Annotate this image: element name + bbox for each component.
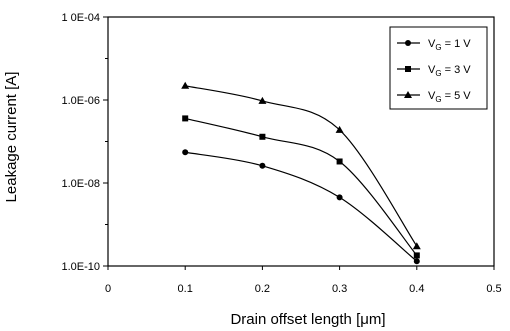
series-line xyxy=(185,151,418,262)
data-point xyxy=(412,242,421,250)
series-line xyxy=(185,117,418,256)
series-line xyxy=(185,85,418,247)
data-point xyxy=(259,133,266,140)
legend-label: VG = 5 V xyxy=(428,90,471,104)
y-axis-ticks: 1.0E-10 1.0E-08 1.0E-06 1 0E-04 xyxy=(61,12,108,273)
legend-marker xyxy=(404,91,412,98)
x-tick-label: 0.1 xyxy=(178,283,193,295)
x-tick-label: 0.2 xyxy=(255,283,270,295)
data-point xyxy=(182,115,189,122)
series-group xyxy=(181,81,421,265)
legend-label: VG = 1 V xyxy=(428,38,471,52)
x-tick-label: 0.3 xyxy=(332,283,347,295)
data-point xyxy=(181,81,190,89)
y-tick-label: 1.0E-06 xyxy=(61,95,100,107)
y-tick-label: 1.0E-08 xyxy=(61,178,100,190)
x-axis-ticks: 0 0.1 0.2 0.3 0.4 0.5 xyxy=(105,266,502,295)
legend-item: VG = 5 V xyxy=(397,90,471,104)
legend: VG = 1 V VG = 3 V VG = 5 V xyxy=(389,26,488,110)
data-point xyxy=(259,162,266,169)
data-point xyxy=(413,258,420,265)
data-point xyxy=(336,158,343,165)
legend-item: VG = 1 V xyxy=(397,38,471,52)
y-tick-label: 1 0E-04 xyxy=(61,12,100,24)
y-axis-title: Leakage current [A] xyxy=(3,72,20,203)
series-2 xyxy=(182,115,420,259)
series-3 xyxy=(181,81,421,250)
data-point xyxy=(182,149,189,156)
x-tick-label: 0.4 xyxy=(409,283,424,295)
legend-item: VG = 3 V xyxy=(397,64,471,78)
legend-label: VG = 3 V xyxy=(428,64,471,78)
x-tick-label: 0.5 xyxy=(486,283,501,295)
x-axis-title: Drain offset length [μm] xyxy=(230,311,385,328)
legend-marker xyxy=(405,40,411,46)
data-point xyxy=(258,96,267,104)
data-point xyxy=(336,194,343,201)
series-1 xyxy=(182,149,420,265)
y-tick-label: 1.0E-10 xyxy=(61,261,100,273)
legend-marker xyxy=(405,66,411,72)
data-point xyxy=(413,252,420,259)
x-tick-label: 0 xyxy=(105,283,111,295)
data-point xyxy=(335,125,344,133)
